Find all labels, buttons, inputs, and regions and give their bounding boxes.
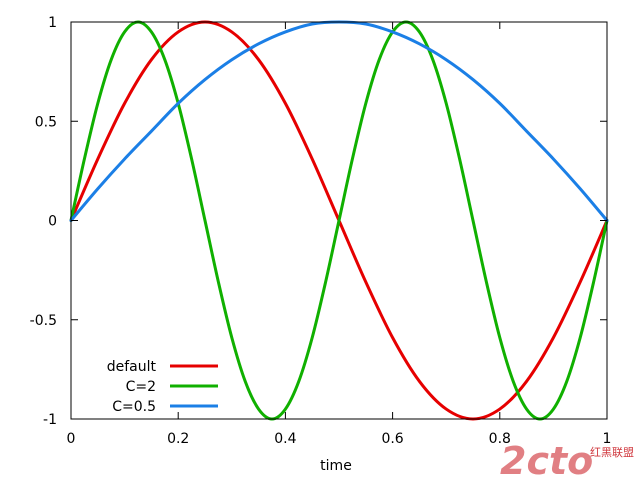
y-tick-label: 0.5 — [35, 114, 57, 130]
x-tick-label: 0.4 — [274, 431, 296, 447]
legend-label: default — [107, 359, 157, 375]
x-tick-label: 0.6 — [381, 431, 403, 447]
legend-label: C=2 — [126, 379, 156, 395]
y-tick-label: -0.5 — [30, 313, 57, 329]
y-tick-label: 1 — [48, 15, 57, 31]
watermark-big-text: 2cto — [500, 439, 593, 480]
y-tick-label: -1 — [43, 412, 57, 428]
legend-label: C=0.5 — [112, 399, 156, 415]
x-axis-title: time — [320, 458, 352, 474]
x-tick-label: 0 — [67, 431, 76, 447]
y-axis-ticks: -1 -0.5 0 0.5 1 — [30, 15, 607, 428]
legend: default C=2 C=0.5 — [107, 359, 218, 415]
x-tick-label: 0.2 — [167, 431, 189, 447]
y-tick-label: 0 — [48, 214, 57, 230]
watermark-small-text: 红黑联盟 — [590, 446, 634, 459]
x-axis-ticks: 0 0.2 0.4 0.6 0.8 1 — [67, 22, 612, 447]
watermark-logo: 2cto 红黑联盟 — [500, 439, 634, 480]
x-tick-label: 0.8 — [489, 431, 511, 447]
x-tick-label: 1 — [603, 431, 612, 447]
series-line-1 — [69, 20, 609, 421]
